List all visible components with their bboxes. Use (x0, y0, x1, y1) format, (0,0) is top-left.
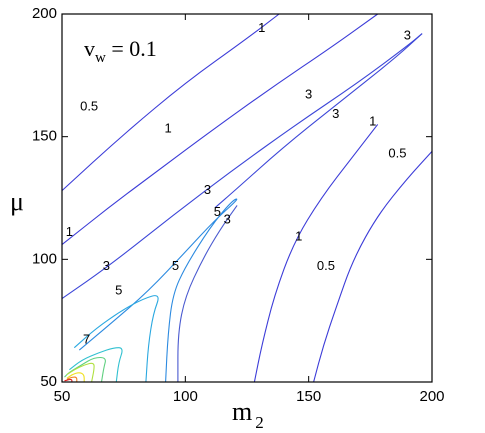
annotation-rest: = 0.1 (106, 36, 157, 61)
contour-label-16: 5 (115, 283, 122, 298)
x-axis-label-main: m (232, 397, 252, 426)
chart-annotation: vw = 0.1 (84, 36, 157, 66)
contour-line-12 (66, 372, 85, 382)
plot-frame (61, 13, 433, 383)
contour-label-8: 3 (204, 182, 211, 197)
y-tick-label-0: 50 (40, 373, 57, 390)
contour-label-17: 7 (83, 332, 90, 347)
contour-line-3 (214, 33, 423, 209)
contour-label-13: 3 (103, 258, 110, 273)
contour-line-2 (61, 33, 423, 300)
contour-label-1: 1 (258, 20, 265, 35)
annotation-main: v (84, 36, 95, 61)
contour-line-8 (73, 295, 159, 383)
contour-label-0: 0.5 (80, 99, 98, 114)
contour-label-10: 3 (224, 212, 231, 227)
contour-label-6: 1 (369, 113, 376, 128)
contour-line-6 (253, 124, 379, 383)
contour-line-0 (61, 13, 280, 192)
x-axis-label-sub: 2 (255, 413, 264, 432)
contour-line-7 (177, 205, 238, 382)
contour-line-1 (61, 13, 379, 246)
contour-lines (61, 13, 433, 383)
contour-label-14: 5 (172, 258, 179, 273)
contour-label-7: 0.5 (388, 145, 406, 160)
contour-label-9: 5 (214, 204, 221, 219)
contour-line-5 (313, 151, 433, 383)
contour-label-12: 1 (295, 229, 302, 244)
x-tick-label-2: 150 (296, 388, 321, 405)
contour-label-11: 1 (66, 224, 73, 239)
annotation-sub: w (95, 50, 106, 66)
contour-label-3: 1 (164, 121, 171, 136)
contour-label-5: 3 (332, 106, 339, 121)
contour-line-4 (78, 198, 238, 383)
x-tick-label-1: 100 (173, 388, 198, 405)
contour-line-13 (66, 376, 78, 382)
y-tick-label-2: 150 (32, 128, 57, 145)
x-tick-label-3: 200 (419, 388, 444, 405)
axis-ticks: 50 100 150 200 50 100 150 200 (32, 5, 445, 405)
contour-line-9 (69, 347, 123, 383)
x-tick-label-0: 50 (54, 388, 71, 405)
contour-label-2: 3 (404, 28, 411, 43)
y-tick-label-1: 100 (32, 250, 57, 267)
contour-line-14 (64, 378, 73, 382)
y-axis-label: μ (10, 187, 24, 216)
contour-label-15: 0.5 (317, 258, 335, 273)
y-tick-label-3: 200 (32, 5, 57, 22)
contour-label-4: 3 (305, 86, 312, 101)
contour-line-11 (66, 362, 95, 383)
